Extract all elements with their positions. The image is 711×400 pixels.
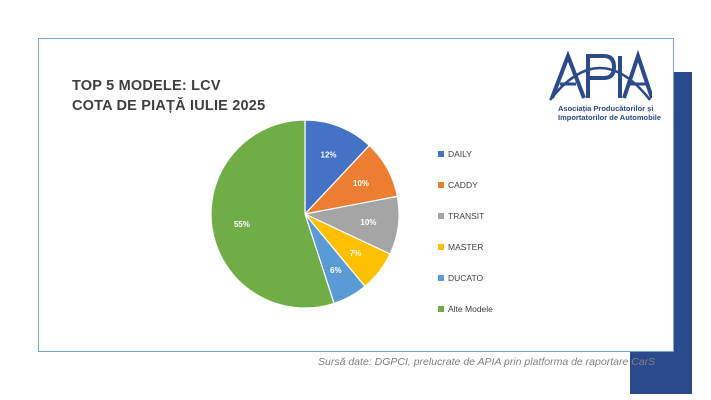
logo-caption-line2: Importatorilor de Automobile xyxy=(558,113,662,122)
data-label-master: 7% xyxy=(350,249,362,258)
data-label-daily: 12% xyxy=(321,151,337,160)
data-label-caddy: 10% xyxy=(353,179,369,188)
legend-item-alte-modele: Alte Modele xyxy=(438,293,493,324)
legend-item-daily: DAILY xyxy=(438,138,493,169)
pie-chart: 12% 10% 10% 7% 6% 55% xyxy=(210,119,400,309)
legend-item-caddy: CADDY xyxy=(438,169,493,200)
legend-item-master: MASTER xyxy=(438,231,493,262)
legend-swatch xyxy=(438,305,444,312)
apia-logo-caption: Asociația Producătorilor și Importatoril… xyxy=(558,104,662,122)
legend-label: MASTER xyxy=(448,241,484,252)
legend-swatch xyxy=(438,212,444,219)
legend-item-ducato: DUCATO xyxy=(438,262,493,293)
legend-label: Alte Modele xyxy=(448,303,493,314)
legend-label: CADDY xyxy=(448,179,478,190)
data-label-ducato: 6% xyxy=(330,266,342,275)
data-label-transit: 10% xyxy=(360,218,376,227)
pie-slice-daily xyxy=(304,119,371,216)
legend-swatch xyxy=(438,150,444,157)
logo-caption-line1: Asociația Producătorilor și xyxy=(558,104,654,113)
source-note: Sursă date: DGPCI, prelucrate de APIA pr… xyxy=(318,356,656,368)
apia-logo-mark xyxy=(549,50,652,101)
data-label-alte-modele: 55% xyxy=(234,220,250,229)
legend-label: DAILY xyxy=(448,148,472,159)
chart-title-line1: TOP 5 MODELE: LCV xyxy=(72,78,221,94)
legend-item-transit: TRANSIT xyxy=(438,200,493,231)
legend-swatch xyxy=(438,181,444,188)
legend-swatch xyxy=(438,274,444,281)
pie-slice-alte-modele xyxy=(210,119,335,309)
chart-legend: DAILY CADDY TRANSIT MASTER DUCATO Alte Modele xyxy=(438,138,493,324)
apia-logo: Asociația Producătorilor și Importatoril… xyxy=(548,50,662,122)
chart-title-line2: COTA DE PIAȚĂ IULIE 2025 xyxy=(72,98,266,114)
legend-label: DUCATO xyxy=(448,272,484,283)
legend-swatch xyxy=(438,243,444,250)
chart-title: TOP 5 MODELE: LCV COTA DE PIAȚĂ IULIE 20… xyxy=(72,76,265,116)
legend-label: TRANSIT xyxy=(448,210,485,221)
